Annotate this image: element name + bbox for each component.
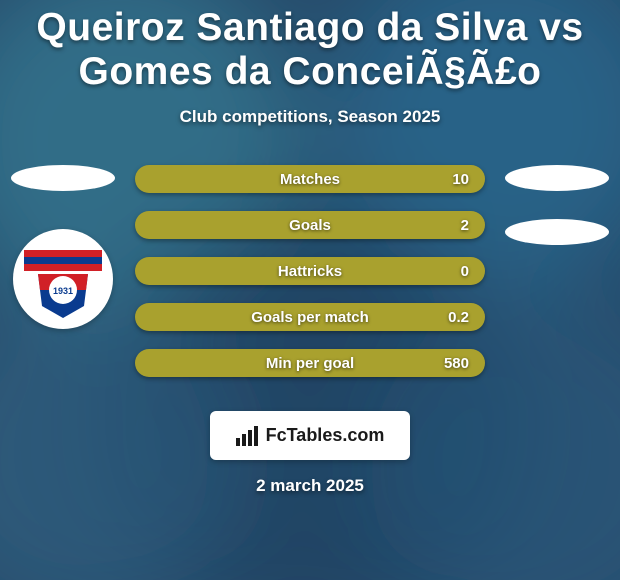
stat-bar: Goals 2	[135, 211, 485, 239]
page-title: Queiroz Santiago da Silva vs Gomes da Co…	[0, 0, 620, 93]
player-name-ellipse	[505, 219, 609, 245]
stat-label: Goals per match	[251, 309, 369, 326]
stat-label: Hattricks	[278, 263, 342, 280]
stat-value: 2	[461, 217, 469, 234]
stat-bar: Matches 10	[135, 165, 485, 193]
stat-bar: Goals per match 0.2	[135, 303, 485, 331]
svg-text:1931: 1931	[53, 286, 73, 296]
stat-bar: Min per goal 580	[135, 349, 485, 377]
barchart-icon	[236, 426, 258, 446]
stat-label: Goals	[289, 217, 331, 234]
date-text: 2 march 2025	[256, 476, 364, 496]
stat-bars: Matches 10 Goals 2 Hattricks 0 Goals per match…	[135, 165, 485, 377]
stat-value: 10	[452, 171, 469, 188]
right-player-column	[502, 165, 612, 245]
stat-bar: Hattricks 0	[135, 257, 485, 285]
subtitle: Club competitions, Season 2025	[180, 107, 441, 127]
club-crest: 1931	[13, 229, 113, 329]
player-name-ellipse	[505, 165, 609, 191]
logo-box: FcTables.com	[210, 411, 411, 460]
stat-value: 0.2	[448, 309, 469, 326]
stat-value: 580	[444, 355, 469, 372]
stat-value: 0	[461, 263, 469, 280]
left-player-column: 1931	[8, 165, 118, 329]
stat-label: Min per goal	[266, 355, 354, 372]
comparison-area: 1931 Matches 10 Goals 2 Hattricks 0 Goals per …	[0, 165, 620, 397]
logo-text: FcTables.com	[266, 425, 385, 446]
player-name-ellipse	[11, 165, 115, 191]
stat-label: Matches	[280, 171, 340, 188]
crest-icon: 1931	[24, 240, 102, 318]
